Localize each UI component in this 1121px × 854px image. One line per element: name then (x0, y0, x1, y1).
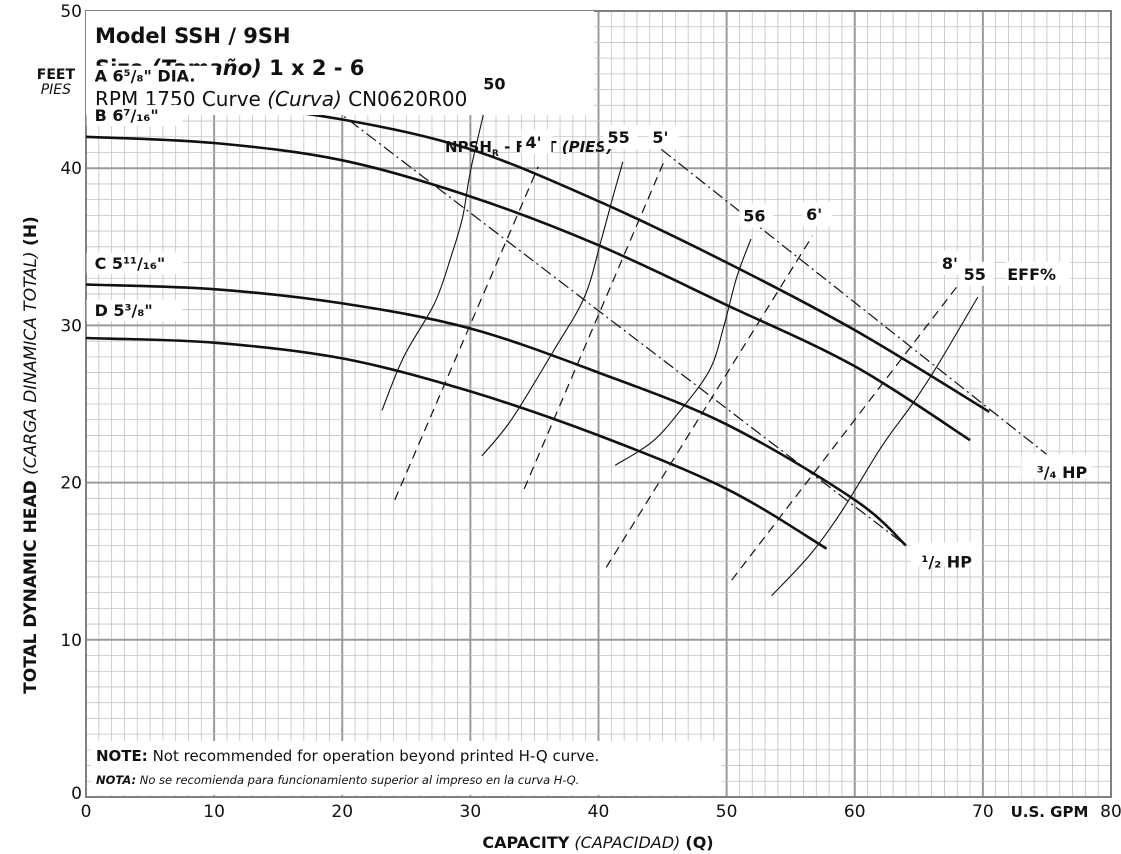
npsh-label: 4' (525, 133, 541, 152)
chart-grid (86, 11, 1111, 797)
y-tick-label: 40 (60, 159, 82, 179)
x-tick-label: 10 (203, 802, 225, 822)
impeller-label: C 5¹¹/₁₆" (95, 254, 166, 273)
y-axis-title: TOTAL DYNAMIC HEAD (CARGA DINAMICA TOTAL… (21, 216, 41, 694)
efficiency-label: 56 (743, 207, 765, 226)
npsh-line (732, 285, 959, 581)
y-tick-label: 20 (60, 474, 82, 494)
model-line: Model SSH / 9SH (95, 24, 291, 48)
impeller-curve (86, 338, 827, 549)
chart-labels: 0 10 20 30 40 50 60 70 80 U.S. GPM 0 10 20 30 40 50 ¹/₂ … (60, 2, 1121, 822)
x-tick-label: 0 (81, 802, 92, 822)
y-tick-label: 30 (60, 316, 82, 336)
x-tick-label: 50 (716, 802, 738, 822)
x-tick-label: 60 (844, 802, 866, 822)
npsh-label: 5' (652, 128, 668, 147)
x-axis-title: CAPACITY (CAPACIDAD) (Q) (482, 833, 713, 852)
efficiency-unit-label: EFF% (1007, 265, 1056, 284)
npsh-label: 6' (806, 205, 822, 224)
y-tick-label: 0 (71, 784, 82, 804)
npsh-line (395, 167, 539, 500)
efficiency-label: 50 (483, 75, 505, 94)
x-tick-label: 40 (588, 802, 610, 822)
efficiency-label: 55 (607, 128, 629, 147)
y-tick-label: 10 (60, 631, 82, 651)
npsh-label: 8' (942, 254, 958, 273)
y-tick-label: 50 (60, 2, 82, 22)
hp-label: ³/₄ HP (1037, 463, 1088, 482)
x-unit-label: U.S. GPM (1011, 803, 1089, 821)
impeller-label: B 6⁷/₁₆" (95, 106, 159, 125)
x-tick-label: 30 (460, 802, 482, 822)
y-unit-label-es: PIES (41, 82, 71, 98)
note-es: NOTA: No se recomienda para funcionamien… (96, 773, 579, 787)
impeller-label: A 6⁵/₈" DIA. (95, 67, 196, 86)
efficiency-curve (615, 239, 751, 465)
note-en: NOTE: Not recommended for operation beyo… (96, 747, 599, 765)
hp-line (661, 149, 1058, 463)
efficiency-label: 55 (964, 265, 986, 284)
x-tick-label: 80 (1100, 802, 1121, 822)
impeller-label: D 5³/₈" (95, 301, 153, 320)
y-unit-label: FEET (37, 67, 76, 83)
x-tick-label: 20 (331, 802, 353, 822)
hp-label: ¹/₂ HP (921, 552, 972, 571)
x-tick-label: 70 (972, 802, 994, 822)
